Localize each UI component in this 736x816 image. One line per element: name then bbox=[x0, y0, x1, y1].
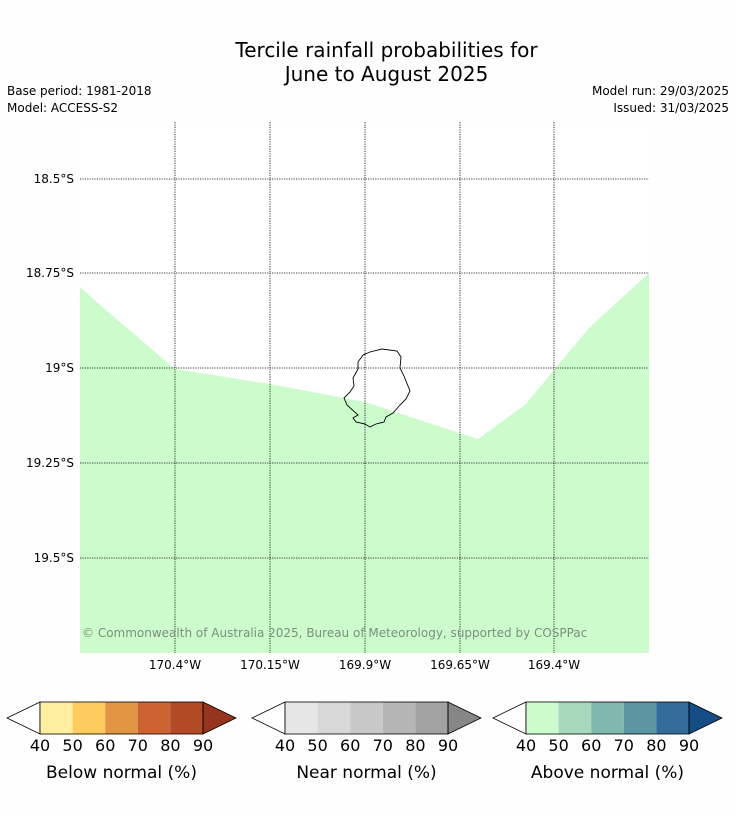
colorbar-tick-label: 50 bbox=[548, 736, 568, 755]
lon-label: 170.15°W bbox=[240, 658, 300, 672]
lat-label: 18.5°S bbox=[34, 172, 74, 186]
lon-label: 170.4°W bbox=[149, 658, 201, 672]
copyright-notice: © Commonwealth of Australia 2025, Bureau… bbox=[82, 626, 587, 640]
colorbar-tick-label: 90 bbox=[679, 736, 699, 755]
colorbar-tick-label: 40 bbox=[30, 736, 50, 755]
colorbar-segment bbox=[170, 702, 203, 734]
colorbar-tick-label: 70 bbox=[128, 736, 148, 755]
colorbar-segment bbox=[72, 702, 106, 734]
metadata-right: Model run: 29/03/2025 Issued: 31/03/2025 bbox=[592, 83, 729, 117]
model-name: Model: ACCESS-S2 bbox=[7, 101, 119, 115]
colorbar-tick-label: 80 bbox=[405, 736, 425, 755]
colorbar-tick-label: 90 bbox=[193, 736, 213, 755]
colorbar-tick-label: 50 bbox=[307, 736, 327, 755]
colorbar-tick-label: 90 bbox=[438, 736, 458, 755]
colorbar-tick-label: 60 bbox=[95, 736, 115, 755]
colorbar-title: Below normal (%) bbox=[46, 763, 197, 783]
colorbar-segment bbox=[415, 702, 448, 734]
colorbar-title: Above normal (%) bbox=[531, 763, 684, 783]
base-period: Base period: 1981-2018 bbox=[7, 84, 152, 98]
colorbar-extension-high bbox=[202, 701, 237, 735]
colorbar-tick-label: 70 bbox=[373, 736, 393, 755]
map-title: Tercile rainfall probabilities for June … bbox=[0, 38, 736, 86]
colorbar-below-normal: 40 50 60 70 80 90 Below normal (%) bbox=[6, 701, 237, 783]
colorbar-extension-low bbox=[6, 701, 41, 735]
colorbar-tick-label: 50 bbox=[62, 736, 82, 755]
lon-label: 169.4°W bbox=[528, 658, 580, 672]
colorbar-segment bbox=[382, 702, 416, 734]
model-run: Model run: 29/03/2025 bbox=[591, 84, 729, 98]
colorbar-tick-label: 70 bbox=[614, 736, 634, 755]
colorbar-extension-low bbox=[251, 701, 286, 735]
colorbar-segment bbox=[285, 702, 318, 734]
colorbar-tick-label: 40 bbox=[516, 736, 536, 755]
graticule bbox=[80, 122, 649, 653]
colorbar-segment bbox=[591, 702, 624, 734]
lat-label: 18.75°S bbox=[26, 266, 74, 280]
lon-label: 169.9°W bbox=[339, 658, 391, 672]
colorbar-segment bbox=[105, 702, 138, 734]
colorbar-title: Near normal (%) bbox=[296, 763, 436, 783]
colorbar-outline bbox=[39, 701, 204, 735]
colorbar-tick-label: 40 bbox=[275, 736, 295, 755]
colorbar-segment bbox=[656, 702, 689, 734]
colorbar-segment bbox=[317, 702, 351, 734]
lon-label: 169.65°W bbox=[430, 658, 490, 672]
colorbar-segment bbox=[526, 702, 559, 734]
title-line-2: June to August 2025 bbox=[284, 62, 489, 86]
colorbar-extension-high bbox=[447, 701, 482, 735]
colorbar-tick-label: 60 bbox=[581, 736, 601, 755]
issued-date: Issued: 31/03/2025 bbox=[613, 101, 729, 115]
colorbar-segment bbox=[40, 702, 73, 734]
colorbar-segment bbox=[558, 702, 592, 734]
lat-label: 19.25°S bbox=[26, 456, 74, 470]
island-outline bbox=[343, 348, 411, 428]
colorbar-segment bbox=[350, 702, 383, 734]
colorbar-segment bbox=[137, 702, 171, 734]
colorbar-tick-label: 80 bbox=[160, 736, 180, 755]
colorbar-tick-label: 60 bbox=[340, 736, 360, 755]
lat-label: 19°S bbox=[45, 361, 74, 375]
colorbar-outline bbox=[284, 701, 449, 735]
colorbar-tick-label: 80 bbox=[646, 736, 666, 755]
colorbar-extension-high bbox=[688, 701, 723, 735]
lat-label: 19.5°S bbox=[34, 551, 74, 565]
colorbar-segment bbox=[623, 702, 657, 734]
metadata-left: Base period: 1981-2018 Model: ACCESS-S2 bbox=[7, 83, 152, 117]
colorbar-outline bbox=[525, 701, 690, 735]
colorbar-above-normal: 40 50 60 70 80 90 Above normal (%) bbox=[492, 701, 723, 783]
title-line-1: Tercile rainfall probabilities for bbox=[235, 38, 538, 62]
colorbar-extension-low bbox=[492, 701, 527, 735]
